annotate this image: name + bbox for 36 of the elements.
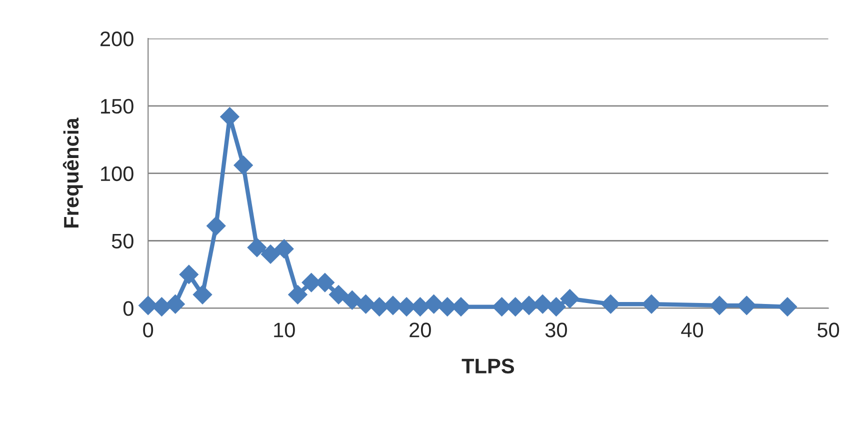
y-tick-label: 0 [123,301,134,316]
point [737,296,756,315]
x-tick-label: 40 [681,322,704,338]
point [206,216,226,236]
point [710,296,729,315]
point [778,297,798,316]
y-tick-label: 150 [101,98,134,114]
point [424,294,444,314]
point [179,264,198,284]
point [533,294,552,314]
y-tick-label: 200 [100,32,134,46]
x-tick-label: 30 [545,322,567,338]
y-axis-title: Frequência [62,118,83,228]
point [601,294,620,314]
point [288,285,308,304]
x-axis-title: TLPS [462,358,514,374]
point [166,294,185,314]
point [192,285,212,304]
point [560,289,580,308]
point [329,285,348,304]
point [342,290,362,310]
point [642,294,661,314]
x-tick-label: 10 [274,322,295,338]
point [247,238,266,258]
point [370,297,389,316]
x-tick-label: 50 [818,322,840,338]
point [356,294,376,314]
point [260,244,280,264]
y-tick-label: 50 [112,234,134,249]
point [546,297,566,316]
point [152,297,172,316]
y-tick-label: 100 [101,166,134,182]
point [234,156,253,175]
point [274,239,294,258]
x-tick-label: 20 [410,322,431,338]
x-tick-label: 0 [143,322,154,338]
